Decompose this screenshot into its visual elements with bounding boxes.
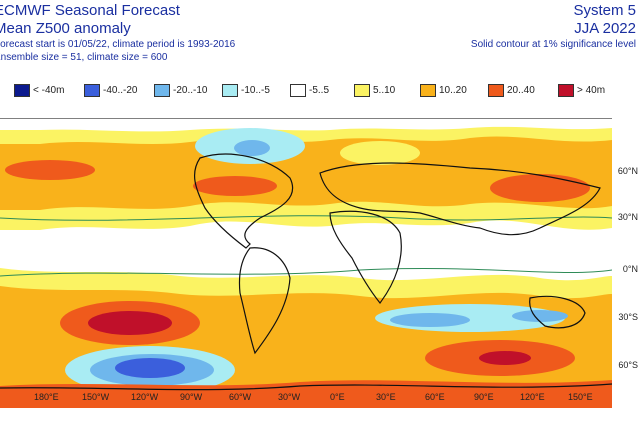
legend-label: > 40m: [577, 85, 606, 96]
longitude-label: 90°E: [474, 392, 494, 402]
legend-swatch: [354, 84, 370, 97]
legend-swatch: [222, 84, 238, 97]
legend-swatch: [84, 84, 100, 97]
latitude-label: 0°N: [622, 264, 638, 274]
legend-label: -10..-5: [241, 85, 270, 96]
longitude-label: 120°W: [131, 392, 159, 402]
longitude-label: 120°E: [520, 392, 545, 402]
longitude-label: 90°W: [180, 392, 203, 402]
legend-label: 20..40: [507, 85, 535, 96]
north-america-coast: [193, 153, 294, 249]
longitude-label: 150°W: [82, 392, 110, 402]
legend-item: -10..-5: [222, 84, 270, 97]
legend-label: < -40m: [33, 85, 65, 96]
legend-item: -5..5: [290, 84, 329, 97]
anomaly-warm-asia: [490, 174, 590, 202]
anomaly-cold-australia: [512, 310, 568, 322]
anomaly-map: 180°E 150°W 120°W 90°W 60°W 30°W 0°E 30°…: [0, 118, 612, 408]
anomaly-field: [0, 118, 612, 408]
legend-label: -20..-10: [173, 85, 208, 96]
longitude-label: 180°E: [34, 392, 59, 402]
anomaly-warm-america: [193, 176, 277, 196]
ensemble-info: Ensemble size = 51, climate size = 600: [0, 52, 168, 63]
antarctica-coast: [0, 383, 612, 391]
legend-item: -20..-10: [154, 84, 207, 97]
legend-label: 5..10: [373, 85, 396, 96]
south-america-coast: [238, 247, 291, 355]
eurasia-coast: [319, 162, 601, 236]
significance-note: Solid contour at 1% significance level: [470, 39, 636, 50]
longitude-label: 30°W: [278, 392, 301, 402]
latitude-label: 30°N: [617, 212, 638, 222]
system-label: System 5: [573, 2, 636, 19]
legend-swatch: [290, 84, 306, 97]
anomaly-neutral-arctic: [0, 118, 612, 132]
longitude-label: 150°E: [568, 392, 593, 402]
legend-item: -40..-20: [84, 84, 137, 97]
anomaly-5-10-europe: [340, 141, 420, 165]
longitude-label: 60°E: [425, 392, 445, 402]
longitude-label: 60°W: [229, 392, 252, 402]
anomaly-warm-pacific-n: [5, 160, 95, 180]
significance-contour: [0, 215, 612, 221]
legend-swatch: [488, 84, 504, 97]
legend-swatch: [154, 84, 170, 97]
latitude-label: 60°N: [617, 166, 638, 176]
legend-item: < -40m: [14, 84, 64, 97]
africa-coast: [329, 210, 402, 304]
anomaly-cold-indian-core: [390, 313, 470, 327]
anomaly-strong-warm-indian: [479, 351, 531, 365]
latitude-label: 30°S: [618, 312, 638, 322]
longitude-label: 30°E: [376, 392, 396, 402]
anomaly-cold-arctic-core: [234, 140, 270, 156]
longitude-label: 0°E: [330, 392, 345, 402]
map-subtitle: Mean Z500 anomaly: [0, 20, 131, 37]
legend-item: > 40m: [558, 84, 605, 97]
legend-label: 10..20: [439, 85, 467, 96]
latitude-label: 60°S: [618, 360, 638, 370]
anomaly-strong-warm-pacific: [88, 311, 172, 335]
australia-coast: [529, 295, 586, 329]
legend-item: 5..10: [354, 84, 395, 97]
significance-contour: [0, 267, 612, 277]
map-title: ECMWF Seasonal Forecast: [0, 2, 180, 19]
anomaly-cold-south-pacific-core: [115, 358, 185, 378]
legend-swatch: [420, 84, 436, 97]
legend-item: 10..20: [420, 84, 467, 97]
forecast-info: Forecast start is 01/05/22, climate peri…: [0, 39, 236, 50]
legend-swatch: [14, 84, 30, 97]
legend-label: -5..5: [309, 85, 330, 96]
color-legend: < -40m -40..-20 -20..-10 -10..-5 -5..5 5…: [14, 84, 624, 100]
legend-item: 20..40: [488, 84, 535, 97]
season-label: JJA 2022: [574, 20, 636, 37]
legend-swatch: [558, 84, 574, 97]
legend-label: -40..-20: [103, 85, 138, 96]
coastlines: [0, 153, 612, 391]
